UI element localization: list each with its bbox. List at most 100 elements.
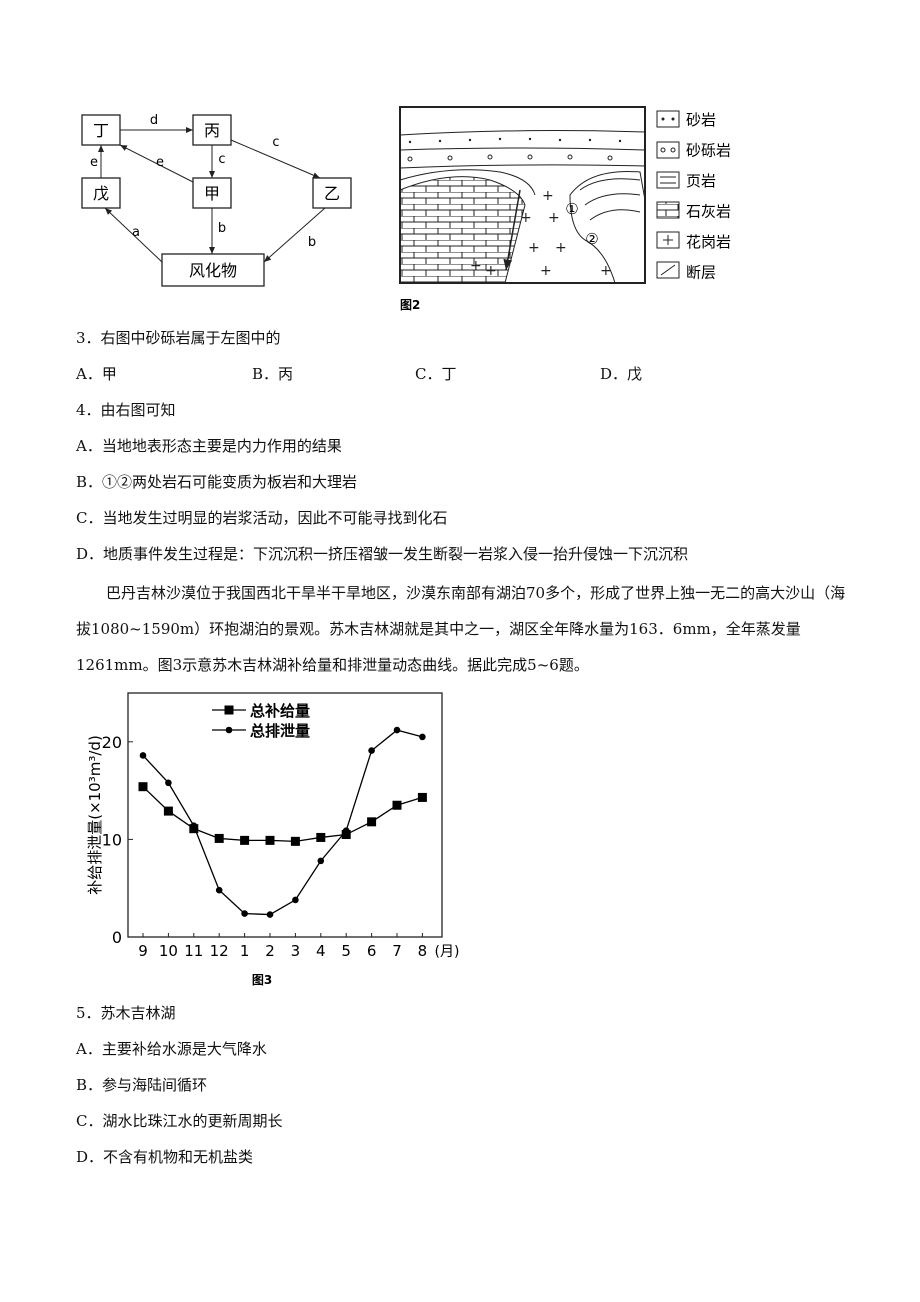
x-tick-label: 6 bbox=[367, 942, 377, 960]
series-line bbox=[142, 729, 423, 916]
node-box bbox=[81, 114, 121, 146]
arrow bbox=[230, 139, 321, 179]
point bbox=[190, 822, 198, 830]
question-stem: 4．由右图可知 bbox=[76, 401, 176, 419]
point bbox=[292, 896, 299, 904]
svg-text:+: + bbox=[540, 263, 552, 279]
point bbox=[316, 832, 326, 842]
svg-text:+: + bbox=[485, 263, 497, 279]
svg-text:+: + bbox=[528, 240, 540, 256]
question-stem: 3．右图中砂砾岩属于左图中的 bbox=[76, 329, 281, 347]
legend-label: 页岩 bbox=[686, 172, 716, 190]
series-line bbox=[142, 786, 423, 843]
y-tick-label: 10 bbox=[102, 830, 122, 849]
point bbox=[139, 752, 147, 759]
caption: 图2 bbox=[400, 298, 420, 312]
plot-frame bbox=[127, 692, 443, 938]
arrow bbox=[119, 144, 194, 183]
edge-label: c bbox=[272, 135, 279, 150]
rock-marker: ② bbox=[585, 230, 598, 248]
node-label: 丁 bbox=[93, 121, 109, 140]
option: A．主要补给水源是大气降水 bbox=[76, 1040, 267, 1058]
node-box bbox=[192, 177, 232, 209]
x-tick-label: 9 bbox=[138, 942, 148, 960]
legend-label: 总排泄量 bbox=[250, 722, 310, 740]
option: C．丁 bbox=[415, 365, 457, 383]
x-tick-label: 3 bbox=[291, 942, 301, 960]
node-box bbox=[192, 114, 232, 146]
option: B．丙 bbox=[252, 365, 294, 383]
option: C．当地发生过明显的岩浆活动，因此不可能寻找到化石 bbox=[76, 509, 448, 527]
x-tick-label: 11 bbox=[184, 942, 203, 960]
point bbox=[165, 779, 172, 787]
option: A．当地地表形态主要是内力作用的结果 bbox=[76, 437, 342, 455]
legend-label: 砂砾岩 bbox=[686, 142, 731, 160]
point bbox=[214, 833, 224, 843]
node-box bbox=[161, 253, 265, 287]
y-tick-label: 0 bbox=[112, 928, 122, 947]
point bbox=[417, 792, 427, 802]
option: B．①②两处岩石可能变质为板岩和大理岩 bbox=[76, 473, 358, 491]
point bbox=[240, 835, 250, 845]
option: C．湖水比珠江水的更新周期长 bbox=[76, 1112, 283, 1130]
point bbox=[367, 817, 377, 827]
edge-label: c bbox=[218, 152, 225, 167]
point bbox=[241, 910, 248, 917]
option: D．戊 bbox=[600, 365, 643, 383]
passage: 巴丹吉林沙漠位于我国西北干旱半干旱地区，沙漠东南部有湖泊70多个，形成了世界上独… bbox=[76, 584, 846, 674]
arrow bbox=[263, 207, 326, 263]
svg-text:+: + bbox=[470, 258, 482, 274]
node-label: 甲 bbox=[204, 184, 220, 203]
arrow bbox=[104, 207, 163, 263]
edge-label: b bbox=[218, 221, 226, 236]
point bbox=[317, 857, 325, 865]
legend-label: 花岗岩 bbox=[686, 233, 731, 251]
point bbox=[392, 800, 402, 810]
x-tick-label: 1 bbox=[240, 942, 250, 960]
option: D．不含有机物和无机盐类 bbox=[76, 1148, 254, 1166]
question-stem: 5．苏木吉林湖 bbox=[76, 1004, 176, 1022]
svg-text:+: + bbox=[542, 188, 554, 204]
point bbox=[138, 782, 148, 792]
node-box bbox=[312, 177, 352, 209]
point bbox=[224, 705, 234, 715]
svg-text:+: + bbox=[600, 263, 612, 279]
node-label: 丙 bbox=[204, 121, 220, 140]
node-label: 风化物 bbox=[189, 261, 237, 280]
x-axis-label: (月) bbox=[435, 944, 460, 960]
edge-label: d bbox=[150, 113, 158, 128]
point bbox=[419, 733, 426, 741]
edge-label: e bbox=[156, 155, 164, 170]
option: D．地质事件发生过程是：下沉沉积一挤压褶皱一发生断裂一岩浆入侵一抬升侵蚀一下沉沉… bbox=[76, 545, 689, 563]
x-tick-label: 12 bbox=[210, 942, 229, 960]
point bbox=[215, 886, 223, 894]
rock-marker: ① bbox=[565, 200, 578, 218]
point bbox=[225, 726, 233, 734]
svg-text:+: + bbox=[548, 210, 560, 226]
legend-label: 砂岩 bbox=[686, 111, 716, 129]
point bbox=[266, 911, 274, 918]
point bbox=[368, 747, 375, 754]
option: B．参与海陆间循环 bbox=[76, 1076, 208, 1094]
point bbox=[290, 836, 300, 846]
x-tick-label: 7 bbox=[392, 942, 402, 960]
legend-label: 断层 bbox=[686, 264, 716, 282]
node-label: 戊 bbox=[93, 184, 109, 203]
point bbox=[163, 806, 173, 816]
x-tick-label: 8 bbox=[418, 942, 428, 960]
y-axis-label: 补给排泄量(×10³m³/d) bbox=[86, 735, 104, 895]
svg-text:+: + bbox=[520, 210, 532, 226]
x-tick-label: 4 bbox=[316, 942, 326, 960]
x-tick-label: 2 bbox=[265, 942, 275, 960]
node-box bbox=[81, 177, 121, 209]
legend-swatches bbox=[656, 110, 680, 279]
point bbox=[342, 827, 350, 834]
cross-section: ++ ++ ++ + ++ bbox=[399, 106, 646, 284]
option: A．甲 bbox=[76, 365, 117, 383]
point bbox=[393, 726, 401, 734]
legend-label: 总补给量 bbox=[250, 702, 310, 720]
point bbox=[265, 835, 275, 845]
svg-text:+: + bbox=[555, 240, 567, 256]
legend-label: 石灰岩 bbox=[686, 203, 731, 221]
